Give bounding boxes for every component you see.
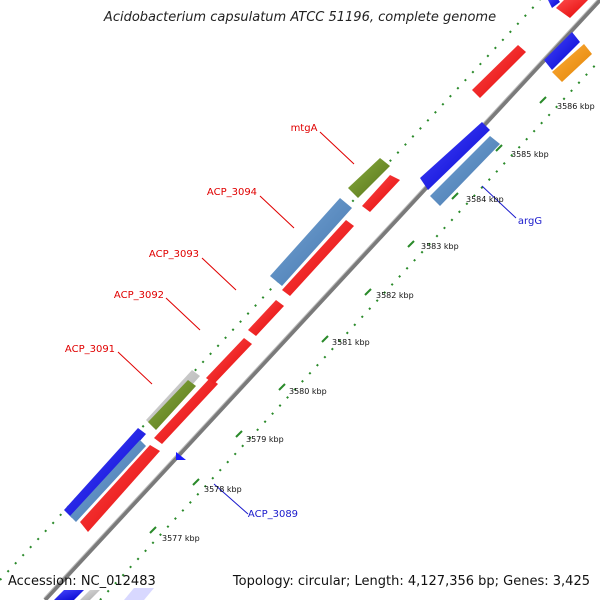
genome-backbone-highlight (43, 0, 598, 599)
cds-arrow (282, 220, 354, 296)
cds-arrow (472, 45, 526, 98)
forward-features (54, 0, 592, 600)
kbp-tick-marks (149, 96, 547, 534)
cds-marker (176, 452, 186, 460)
gene-label: ACP_3092 (114, 290, 164, 301)
cds-arrow (544, 32, 580, 70)
tick-label: 3579 kbp (246, 435, 284, 444)
cds-arrow (548, 0, 560, 8)
cds-arrow (70, 440, 146, 522)
cds-arrow (80, 590, 100, 600)
gene-label: ACP_3094 (207, 187, 257, 198)
cds-arrow (556, 0, 588, 18)
cds-arrow (54, 590, 84, 600)
cds-arrow (154, 378, 218, 444)
tick-label: 3577 kbp (162, 534, 200, 543)
cds-arrow (552, 44, 592, 82)
kbp-tick-labels: 3577 kbp 3578 kbp 3579 kbp 3580 kbp 3581… (162, 102, 595, 543)
cds-arrow (348, 158, 390, 198)
tick-label: 3585 kbp (511, 150, 549, 159)
cds-arrow (206, 338, 252, 384)
tick-label: 3578 kbp (204, 485, 242, 494)
gene-label: mtgA (291, 123, 318, 134)
tick-label: 3584 kbp (466, 195, 504, 204)
cds-arrow (430, 136, 500, 206)
cds-arrow (148, 380, 196, 430)
tick-label: 3583 kbp (421, 242, 459, 251)
gene-label: argG (518, 216, 542, 227)
tick-label: 3580 kbp (289, 387, 327, 396)
gene-label: ACP_3091 (65, 344, 115, 355)
gene-leader-lines (117, 131, 517, 515)
cds-arrow (64, 428, 146, 518)
cds-arrow (270, 198, 352, 286)
tick-label: 3586 kbp (557, 102, 595, 111)
gene-label: ACP_3089 (248, 509, 298, 520)
cds-arrow (124, 588, 154, 600)
cds-arrow (80, 445, 160, 532)
tick-label: 3581 kbp (332, 338, 370, 347)
genome-summary: Topology: circular; Length: 4,127,356 bp… (232, 574, 590, 589)
cds-arrow (362, 175, 400, 212)
genome-backbone (43, 0, 600, 600)
gene-label: ACP_3093 (149, 249, 199, 260)
accession-label: Accession: NC_012483 (8, 574, 156, 589)
inner-tick-ring (99, 59, 600, 600)
cds-arrow (248, 300, 284, 336)
gene-labels: mtgA ACP_3094 ACP_3093 ACP_3092 ACP_3091… (65, 123, 542, 520)
cds-arrow (420, 122, 490, 190)
tick-label: 3582 kbp (376, 291, 414, 300)
genome-title: Acidobacterium capsulatum ATCC 51196, co… (103, 10, 497, 25)
